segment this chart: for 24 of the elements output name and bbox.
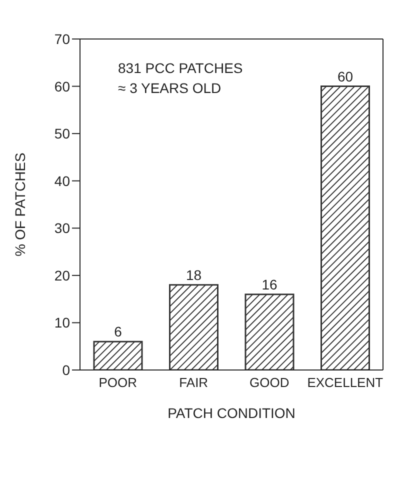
data-label: 60	[337, 68, 354, 84]
data-label: 18	[186, 266, 202, 283]
y-tick-label: 20	[54, 267, 70, 284]
x-tick-label: EXCELLENT	[307, 375, 384, 390]
y-tick-label: 70	[54, 30, 70, 47]
bar	[244, 294, 294, 370]
annotation: ≈ 3 YEARS OLD	[118, 79, 222, 98]
y-tick-label: 30	[54, 220, 70, 236]
x-tick-label: POOR	[98, 375, 138, 390]
x-tick-label: GOOD	[250, 375, 290, 390]
data-label: 6	[114, 324, 122, 340]
bar	[169, 284, 218, 370]
y-tick-label: 0	[62, 362, 70, 378]
y-tick-label: 10	[54, 314, 70, 331]
x-axis-title: PATCH CONDITION	[168, 405, 296, 421]
data-label: 16	[262, 276, 278, 292]
y-tick-label: 60	[54, 78, 70, 94]
bar	[320, 86, 370, 370]
y-tick-label: 50	[54, 126, 70, 142]
bar	[93, 340, 143, 370]
y-tick-label: 40	[54, 172, 70, 189]
y-axis-title: % OF PATCHES	[12, 152, 28, 256]
x-tick-label: FAIR	[179, 375, 208, 390]
annotation: 831 PCC PATCHES	[118, 59, 243, 78]
